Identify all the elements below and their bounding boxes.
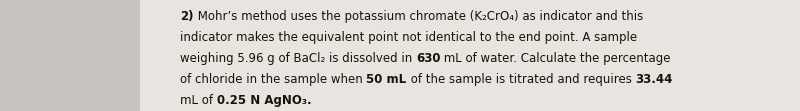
Text: of chloride in the sample when: of chloride in the sample when: [180, 73, 366, 86]
Text: 50 mL: 50 mL: [366, 73, 406, 86]
Text: indicator makes the equivalent point not identical to the end point. A sample: indicator makes the equivalent point not…: [180, 31, 637, 44]
Text: 0.25 N AgNO₃.: 0.25 N AgNO₃.: [217, 94, 311, 107]
Bar: [0, 0, 140, 111]
Text: of the sample is titrated and requires: of the sample is titrated and requires: [406, 73, 635, 86]
Text: weighing 5.96 g of BaCl₂ is dissolved in: weighing 5.96 g of BaCl₂ is dissolved in: [180, 52, 416, 65]
Text: 2): 2): [180, 10, 194, 23]
Text: mL of water. Calculate the percentage: mL of water. Calculate the percentage: [441, 52, 671, 65]
Text: Mohr’s method uses the potassium chromate (K₂CrO₄) as indicator and this: Mohr’s method uses the potassium chromat…: [194, 10, 642, 23]
Text: mL of: mL of: [180, 94, 217, 107]
Text: 630: 630: [416, 52, 441, 65]
Text: 33.44: 33.44: [635, 73, 673, 86]
